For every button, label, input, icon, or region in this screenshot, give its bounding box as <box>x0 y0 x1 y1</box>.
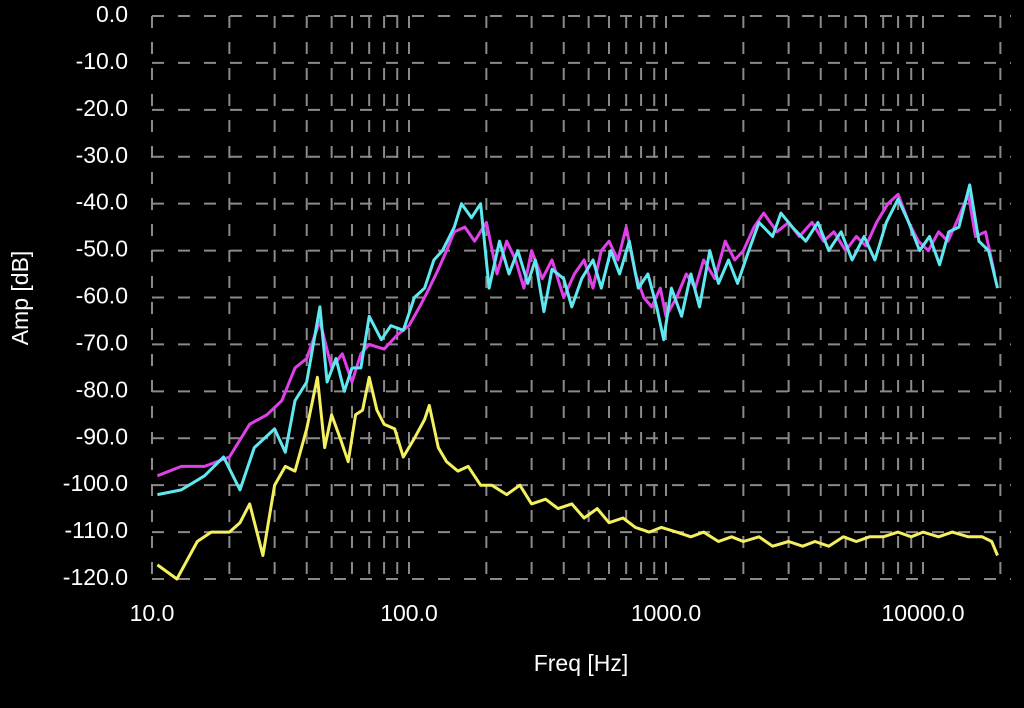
y-tick-label: -80.0 <box>76 376 128 402</box>
y-tick-label: -100.0 <box>63 470 128 496</box>
y-tick-label: -20.0 <box>76 95 128 121</box>
y-tick-label: -10.0 <box>76 48 128 74</box>
y-tick-label: -40.0 <box>76 189 128 215</box>
y-tick-label: -50.0 <box>76 236 128 262</box>
y-tick-label: -60.0 <box>76 283 128 309</box>
x-tick-label: 100.0 <box>380 600 438 626</box>
series-line <box>157 183 999 497</box>
y-tick-label: -90.0 <box>76 423 128 449</box>
y-tick-label: -30.0 <box>76 142 128 168</box>
x-axis-label: Freq [Hz] <box>534 650 629 676</box>
series-line <box>156 375 999 581</box>
x-tick-label: 1000.0 <box>631 600 701 626</box>
y-tick-label: -120.0 <box>63 564 128 590</box>
y-tick-label: 0.0 <box>96 1 128 27</box>
y-axis-label: Amp [dB] <box>7 251 33 346</box>
y-tick-label: -70.0 <box>76 329 128 355</box>
series-line <box>156 192 997 478</box>
x-tick-label: 10.0 <box>130 600 175 626</box>
y-tick-label: -110.0 <box>64 517 128 543</box>
x-tick-label: 10000.0 <box>881 600 964 626</box>
